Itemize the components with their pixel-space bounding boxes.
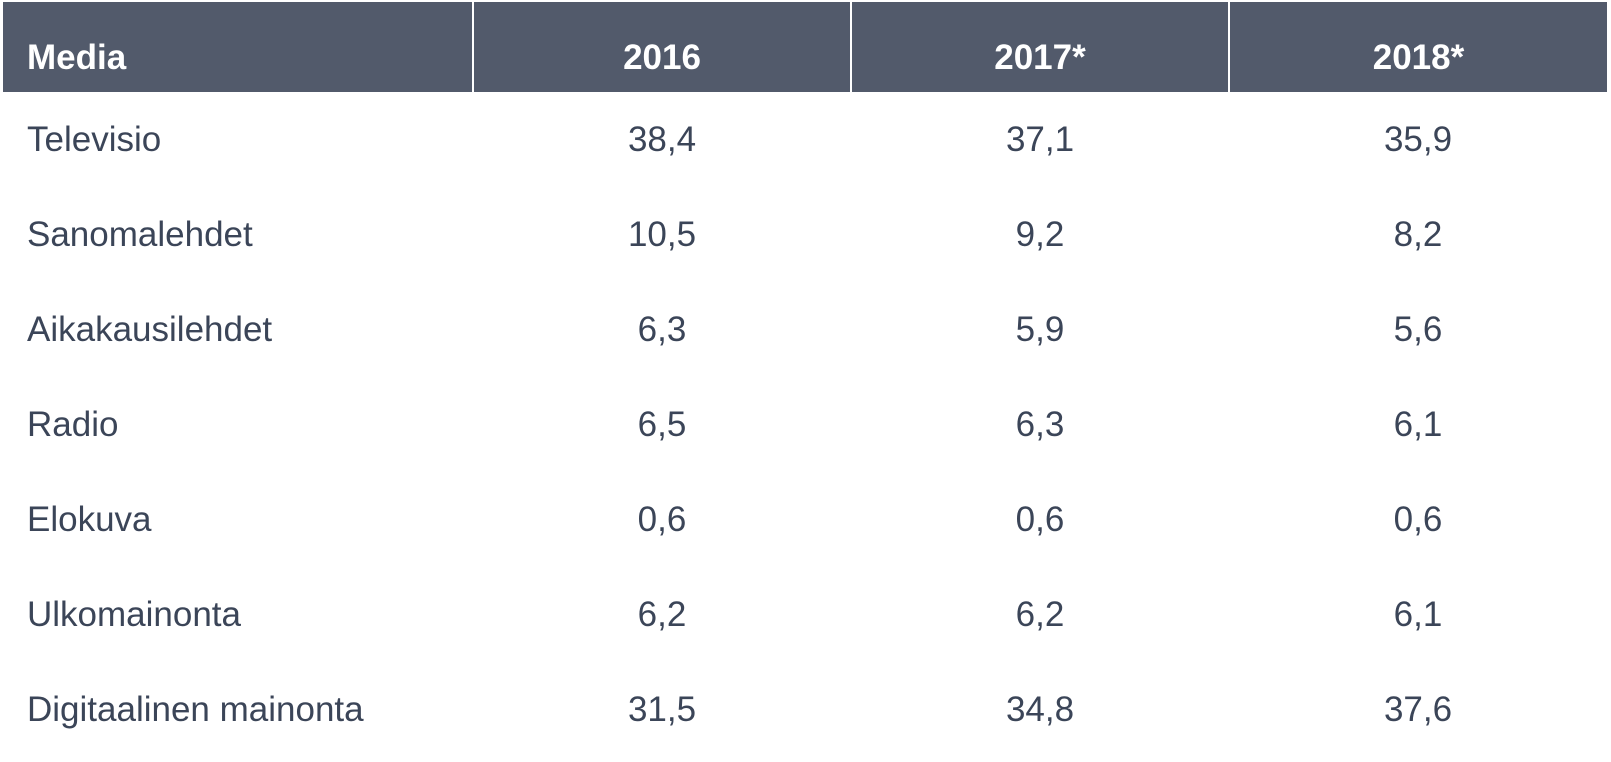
table-row: Ulkomainonta 6,2 6,2 6,1 — [3, 567, 1607, 662]
row-value: 6,2 — [1015, 594, 1065, 634]
table-row: Aikakausilehdet 6,3 5,9 5,6 — [3, 282, 1607, 377]
row-value: 0,6 — [637, 499, 687, 539]
table-body: Televisio 38,4 37,1 35,9 Sanomalehdet 10,5 9,2… — [3, 92, 1607, 757]
row-value: 35,9 — [1383, 119, 1453, 159]
row-label: Digitaalinen mainonta — [27, 689, 364, 729]
row-label: Radio — [27, 404, 119, 444]
header-2016: 2016 — [472, 2, 851, 92]
header-2018: 2018* — [1228, 2, 1607, 92]
table-header-row: Media 2016 2017* 2018* — [3, 2, 1607, 92]
media-share-table: Media 2016 2017* 2018* Televisio 38,4 37,1… — [3, 2, 1607, 757]
row-label: Ulkomainonta — [27, 594, 241, 634]
row-value: 6,5 — [637, 404, 687, 444]
row-value: 37,6 — [1383, 689, 1453, 729]
row-value: 38,4 — [627, 119, 697, 159]
row-value: 0,6 — [1393, 499, 1443, 539]
row-label: Televisio — [27, 119, 162, 159]
table-row: Digitaalinen mainonta 31,5 34,8 37,6 — [3, 662, 1607, 757]
row-value: 6,1 — [1393, 594, 1443, 634]
media-share-table-container: Media 2016 2017* 2018* Televisio 38,4 37,1… — [3, 2, 1607, 757]
row-value: 6,3 — [1015, 404, 1065, 444]
row-label: Elokuva — [27, 499, 152, 539]
row-label: Aikakausilehdet — [27, 309, 273, 349]
row-value: 5,6 — [1393, 309, 1443, 349]
row-value: 6,3 — [637, 309, 687, 349]
row-label: Sanomalehdet — [27, 214, 253, 254]
row-value: 8,2 — [1393, 214, 1443, 254]
row-value: 6,1 — [1393, 404, 1443, 444]
row-value: 34,8 — [1005, 689, 1075, 729]
header-2017: 2017* — [850, 2, 1229, 92]
row-value: 5,9 — [1015, 309, 1065, 349]
table-row: Elokuva 0,6 0,6 0,6 — [3, 472, 1607, 567]
table-row: Sanomalehdet 10,5 9,2 8,2 — [3, 187, 1607, 282]
row-value: 0,6 — [1015, 499, 1065, 539]
row-value: 10,5 — [627, 214, 697, 254]
table-row: Televisio 38,4 37,1 35,9 — [3, 92, 1607, 187]
row-value: 31,5 — [627, 689, 697, 729]
row-value: 9,2 — [1015, 214, 1065, 254]
table-row: Radio 6,5 6,3 6,1 — [3, 377, 1607, 472]
row-value: 37,1 — [1005, 119, 1075, 159]
row-value: 6,2 — [637, 594, 687, 634]
header-media: Media — [3, 2, 473, 92]
